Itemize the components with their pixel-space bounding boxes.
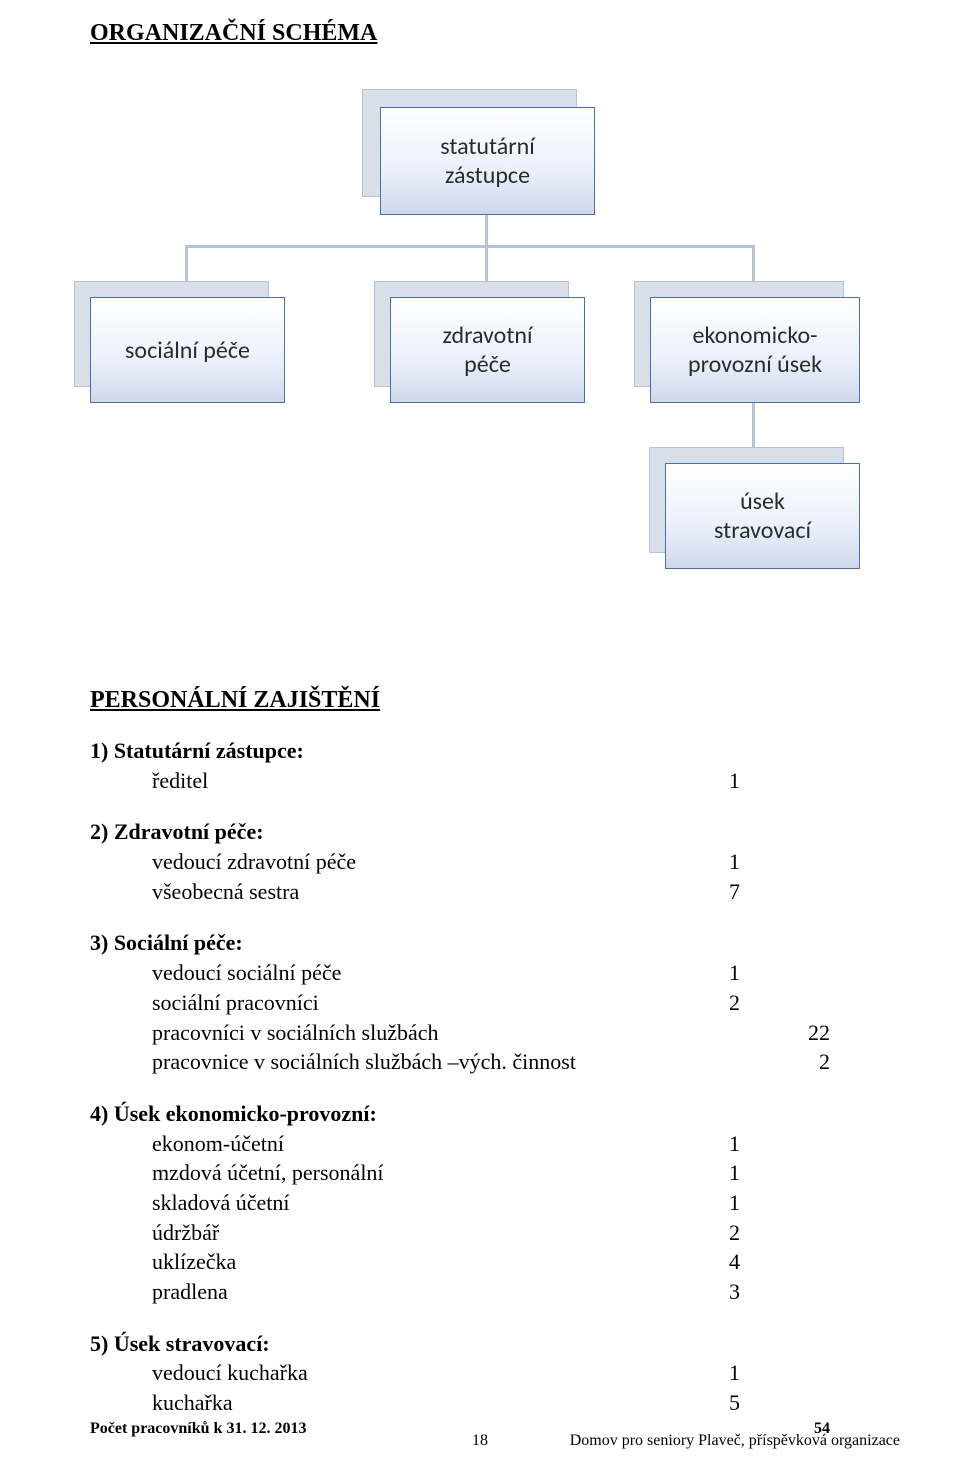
footer-org-name: Domov pro seniory Plaveč, příspěvková or…	[570, 1432, 900, 1450]
section-heading: 4) Úsek ekonomicko-provozní:	[90, 1099, 900, 1129]
list-row: kuchařka 5	[90, 1388, 740, 1418]
connector	[185, 245, 755, 248]
list-row: uklízečka 4	[90, 1247, 740, 1277]
row-label: pradlena	[152, 1277, 228, 1307]
row-label: vedoucí kuchařka	[152, 1358, 308, 1388]
section-heading: 2) Zdravotní péče:	[90, 817, 900, 847]
list-row: pradlena 3	[90, 1277, 740, 1307]
row-value: 1	[704, 1158, 740, 1188]
row-label: vedoucí zdravotní péče	[152, 847, 356, 877]
heading-personal: PERSONÁLNÍ ZAJIŠTĚNÍ	[90, 687, 900, 714]
list-row: ředitel 1	[90, 766, 740, 796]
row-value: 1	[704, 958, 740, 988]
org-chart: statutární zástupce sociální péče zdravo…	[90, 87, 900, 647]
row-label: ředitel	[152, 766, 208, 796]
list-row: vedoucí zdravotní péče 1	[90, 847, 740, 877]
row-value: 1	[704, 1188, 740, 1218]
row-value: 4	[704, 1247, 740, 1277]
row-label: údržbář	[152, 1218, 219, 1248]
section-heading: 5) Úsek stravovací:	[90, 1329, 900, 1359]
row-label: sociální pracovníci	[152, 988, 319, 1018]
heading-schema: ORGANIZAČNÍ SCHÉMA	[90, 20, 900, 47]
list-row: pracovnice v sociálních službách –vých. …	[90, 1047, 830, 1077]
row-label: skladová účetní	[152, 1188, 289, 1218]
node-statutarni-zastupce: statutární zástupce	[380, 107, 595, 215]
section-heading: 1) Statutární zástupce:	[90, 736, 900, 766]
row-label: pracovníci v sociálních službách	[152, 1018, 439, 1048]
node-socialni-pece: sociální péče	[90, 297, 285, 403]
row-label: ekonom-účetní	[152, 1129, 284, 1159]
list-row: vedoucí sociální péče 1	[90, 958, 740, 988]
row-label: pracovnice v sociálních službách –vých. …	[152, 1047, 576, 1077]
page-footer: 18 Domov pro seniory Plaveč, příspěvková…	[0, 1432, 960, 1450]
section-heading: 3) Sociální péče:	[90, 928, 900, 958]
list-row: všeobecná sestra 7	[90, 877, 740, 907]
page: ORGANIZAČNÍ SCHÉMA statutární zástupce s…	[0, 0, 960, 1478]
list-row: skladová účetní 1	[90, 1188, 740, 1218]
row-value: 2	[704, 1218, 740, 1248]
list-row: údržbář 2	[90, 1218, 740, 1248]
row-value: 1	[704, 1129, 740, 1159]
row-value: 1	[704, 847, 740, 877]
row-label: kuchařka	[152, 1388, 233, 1418]
row-value: 2	[794, 1047, 830, 1077]
row-value: 3	[704, 1277, 740, 1307]
list-row: mzdová účetní, personální 1	[90, 1158, 740, 1188]
list-row: sociální pracovníci 2	[90, 988, 740, 1018]
row-value: 22	[794, 1018, 830, 1048]
personnel-list: 1) Statutární zástupce:ředitel12) Zdravo…	[90, 736, 900, 1418]
row-value: 1	[704, 766, 740, 796]
row-label: mzdová účetní, personální	[152, 1158, 384, 1188]
row-value: 7	[704, 877, 740, 907]
page-number: 18	[472, 1432, 488, 1450]
row-label: uklízečka	[152, 1247, 236, 1277]
row-value: 2	[704, 988, 740, 1018]
row-label: všeobecná sestra	[152, 877, 299, 907]
connector	[485, 215, 488, 245]
row-label: vedoucí sociální péče	[152, 958, 341, 988]
list-row: pracovníci v sociálních službách 22	[90, 1018, 830, 1048]
row-value: 5	[704, 1388, 740, 1418]
node-ekonomicko-provozni: ekonomicko- provozní úsek	[650, 297, 860, 403]
list-row: ekonom-účetní 1	[90, 1129, 740, 1159]
row-value: 1	[704, 1358, 740, 1388]
node-zdravotni-pece: zdravotní péče	[390, 297, 585, 403]
list-row: vedoucí kuchařka 1	[90, 1358, 740, 1388]
node-usek-stravovaci: úsek stravovací	[665, 463, 860, 569]
